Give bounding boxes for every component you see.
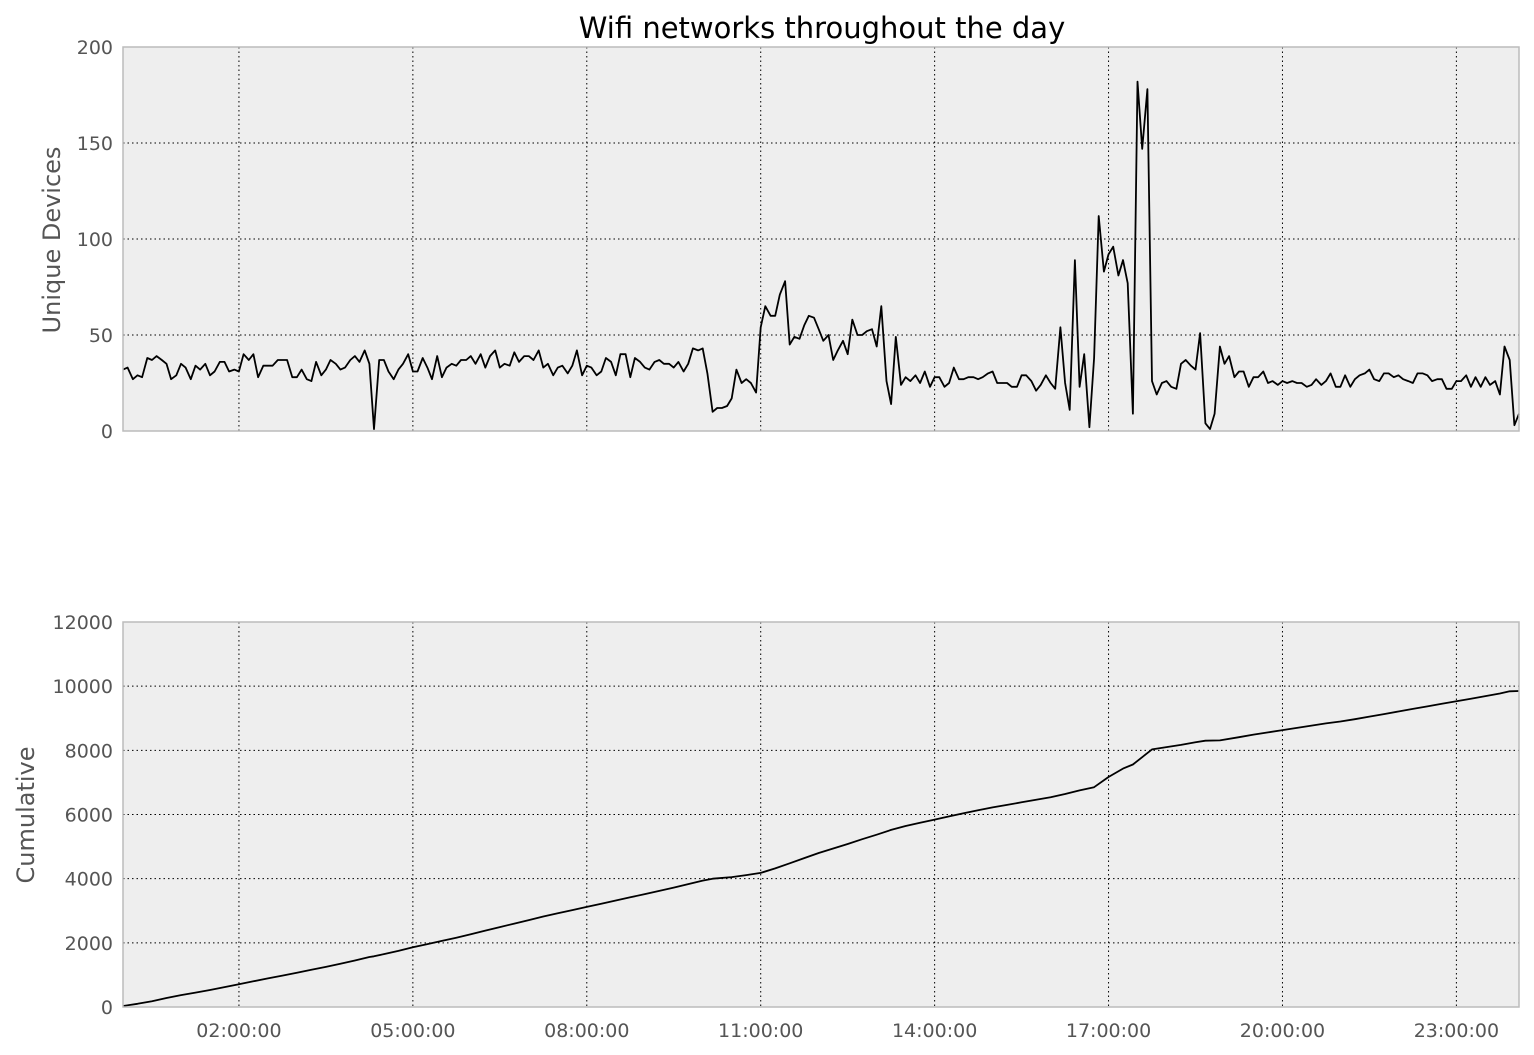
cumulative-ytick-label: 10000: [53, 676, 113, 698]
cumulative-ytick-label: 4000: [65, 869, 113, 891]
cumulative-ytick-label: 8000: [65, 740, 113, 762]
unique-devices-frame: [122, 46, 1520, 432]
unique-devices-ylabel: Unique Devices: [38, 147, 66, 334]
unique-devices-series-line: [122, 80, 1520, 430]
cumulative-ytick-label: 0: [101, 997, 113, 1019]
cumulative-ytick-label: 2000: [65, 933, 113, 955]
xtick-label: 20:00:00: [1240, 1020, 1325, 1042]
chart-title: Wifi networks throughout the day: [579, 11, 1066, 45]
xtick-label: 23:00:00: [1414, 1020, 1499, 1042]
xtick-label: 11:00:00: [718, 1020, 803, 1042]
cumulative-ylabel: Cumulative: [12, 747, 40, 884]
xtick-label: 02:00:00: [196, 1020, 281, 1042]
xtick-label: 17:00:00: [1066, 1020, 1151, 1042]
unique-devices-ytick-label: 150: [77, 133, 113, 155]
cumulative-frame: [122, 621, 1520, 1008]
cumulative-series-line: [122, 690, 1520, 1007]
unique-devices-ytick-label: 0: [101, 421, 113, 443]
unique-devices-ytick-label: 200: [77, 37, 113, 59]
unique-devices-ytick-label: 50: [89, 325, 113, 347]
cumulative-ytick-label: 6000: [65, 805, 113, 827]
xtick-label: 05:00:00: [370, 1020, 455, 1042]
cumulative-ytick-label: 12000: [53, 612, 113, 634]
cumulative-panel: 0 2000 4000 6000 8000 10000 12000 02:00:00 05:00…: [53, 612, 1520, 1042]
xtick-label: 08:00:00: [544, 1020, 629, 1042]
unique-devices-panel: 0 50 100 150 200: [77, 37, 1520, 443]
xtick-label: 14:00:00: [892, 1020, 977, 1042]
unique-devices-ytick-label: 100: [77, 229, 113, 251]
